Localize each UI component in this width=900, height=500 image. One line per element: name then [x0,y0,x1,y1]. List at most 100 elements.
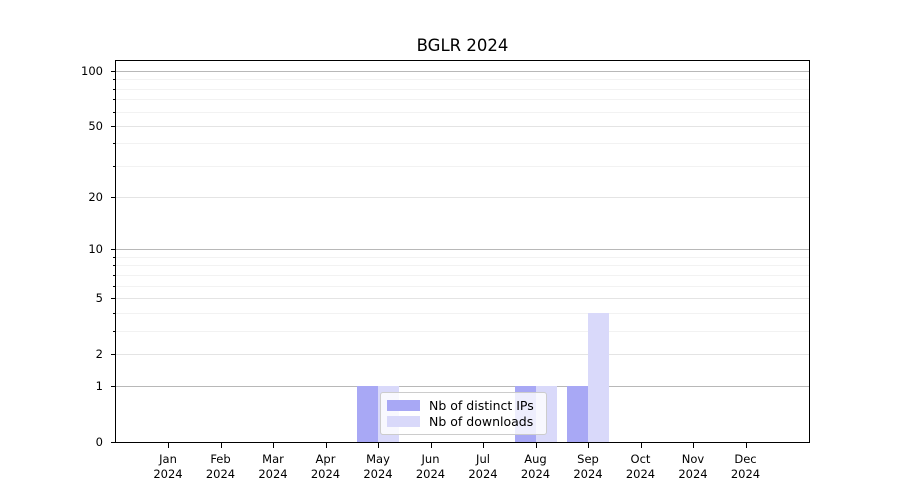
legend: Nb of distinct IPs Nb of downloads [380,392,547,435]
x-tick-month: Jun [421,452,440,466]
x-tick-mark [220,443,222,448]
x-tick-year: 2024 [363,467,393,481]
legend-item-distinct-ips: Nb of distinct IPs [387,398,539,413]
y-minor-tick-mark [113,285,115,287]
x-tick-month: Jul [476,452,490,466]
minor-gridline [116,88,809,90]
x-tick-label: Aug 2024 [504,452,568,482]
x-tick-month: Aug [524,452,547,466]
minor-gridline [116,99,809,101]
x-tick-year: 2024 [573,467,603,481]
x-tick-year: 2024 [310,467,341,481]
y-minor-tick-mark [113,88,115,90]
minor-gridline [116,256,809,258]
y-minor-tick-mark [113,330,115,332]
x-tick-month: Sep [577,452,599,466]
major-gridline [116,353,809,355]
y-minor-tick-mark [113,99,115,101]
y-tick-mark [111,197,115,199]
y-tick-label: 50 [88,118,103,133]
minor-gridline [116,312,809,314]
y-tick-label: 20 [88,190,103,205]
y-tick-mark [111,297,115,299]
x-tick-label: Dec 2024 [714,452,778,482]
x-tick-mark [273,443,274,448]
x-tick-month: Mar [262,452,284,466]
bar-distinct-ips-sep [567,386,588,442]
y-minor-tick-mark [113,312,115,314]
y-minor-tick-mark [113,143,115,145]
bar-downloads-sep [588,312,609,442]
y-tick-label: 100 [81,64,103,78]
y-tick-label: 2 [95,346,103,361]
y-minor-tick-mark [113,165,115,167]
x-tick-label: Jul 2024 [451,452,515,482]
x-tick-label: Oct 2024 [609,452,673,482]
y-tick-mark [111,386,115,388]
x-tick-month: Feb [210,452,231,466]
y-tick-mark [111,71,115,72]
legend-swatch-downloads [387,416,420,427]
major-gridline [116,71,809,72]
y-tick-mark [111,442,115,443]
x-tick-year: 2024 [415,467,446,481]
x-tick-label: May 2024 [346,452,410,482]
legend-swatch-distinct-ips [387,400,420,411]
y-tick-mark [111,249,115,251]
x-tick-month: Dec [734,452,757,466]
y-minor-tick-mark [113,111,115,113]
x-tick-label: Apr 2024 [294,452,358,482]
x-tick-label: Feb 2024 [189,452,253,482]
y-tick-label: 0 [95,435,103,449]
x-tick-mark [640,443,642,448]
x-tick-mark [588,443,589,448]
x-tick-month: Nov [681,452,705,466]
x-tick-label: Jan 2024 [136,452,200,482]
y-minor-tick-mark [113,256,115,258]
chart-title: BGLR 2024 [416,36,509,55]
plot-area: Nb of distinct IPs Nb of downloads [115,60,810,443]
x-tick-year: 2024 [468,467,498,481]
x-tick-mark [693,443,694,448]
y-tick-mark [111,353,115,355]
minor-gridline [116,265,809,267]
x-tick-mark [325,443,327,448]
x-tick-month: Oct [630,452,651,466]
x-tick-mark [745,443,747,448]
x-tick-month: Jan [159,452,177,466]
major-gridline [116,249,809,251]
x-tick-year: 2024 [153,467,183,481]
x-tick-mark [378,443,379,448]
bar-distinct-ips-may [357,386,378,442]
x-tick-label: Nov 2024 [661,452,725,482]
minor-gridline [116,111,809,113]
y-tick-label: 1 [95,379,103,394]
x-tick-year: 2024 [625,467,656,481]
x-tick-month: Apr [315,452,336,466]
x-tick-year: 2024 [258,467,288,481]
y-minor-tick-mark [113,265,115,267]
x-tick-label: Jun 2024 [399,452,463,482]
legend-label-distinct-ips: Nb of distinct IPs [429,398,534,413]
x-tick-mark [483,443,484,448]
major-gridline [116,125,809,127]
minor-gridline [116,143,809,145]
major-gridline [116,297,809,299]
y-tick-mark [111,125,115,127]
x-tick-label: Sep 2024 [556,452,620,482]
minor-gridline [116,285,809,287]
x-tick-label: Mar 2024 [241,452,305,482]
y-minor-tick-mark [113,274,115,276]
x-tick-mark [430,443,432,448]
y-minor-tick-mark [113,79,115,81]
legend-item-downloads: Nb of downloads [387,414,539,429]
major-gridline [116,386,809,388]
major-gridline [116,197,809,199]
x-tick-year: 2024 [730,467,761,481]
minor-gridline [116,79,809,81]
x-tick-year: 2024 [678,467,708,481]
minor-gridline [116,330,809,332]
y-tick-label: 10 [88,242,103,257]
x-tick-month: May [366,452,390,466]
x-tick-year: 2024 [205,467,236,481]
